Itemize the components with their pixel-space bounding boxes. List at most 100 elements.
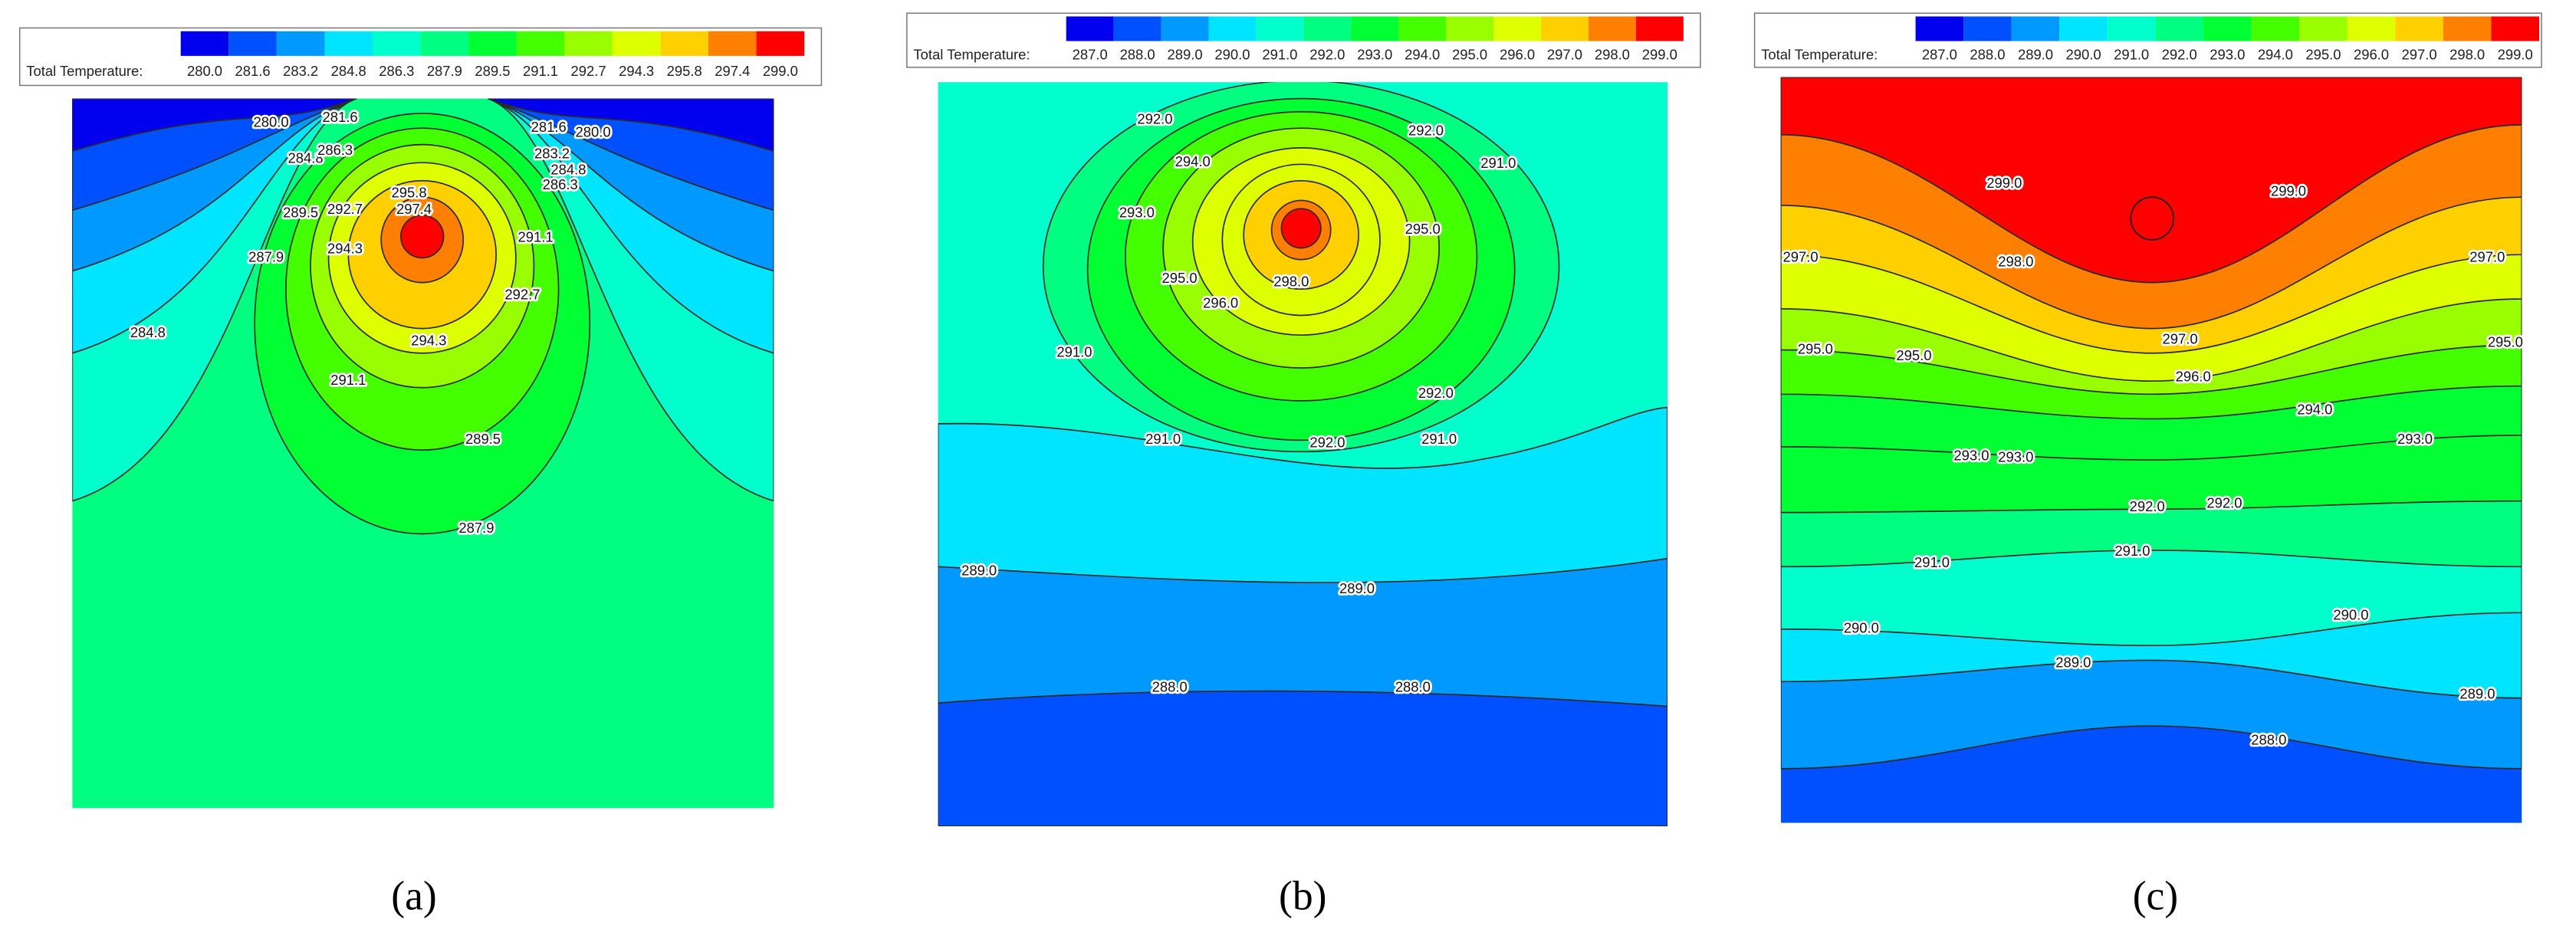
legend-swatch	[660, 31, 708, 56]
legend-swatch	[468, 31, 517, 56]
contour-label: 292.0	[1137, 110, 1172, 126]
contour-label: 295.0	[1896, 347, 1931, 363]
legend-level: 287.0	[1922, 47, 1957, 63]
contour-label: 289.5	[465, 431, 501, 447]
legend-swatch	[1446, 16, 1494, 41]
legend-level: 291.1	[523, 63, 558, 79]
legend-level: 289.0	[1168, 47, 1203, 63]
legend-level: 295.0	[2305, 47, 2341, 63]
contour-label: 292.0	[1418, 385, 1454, 401]
contour-label: 291.1	[518, 229, 554, 245]
contour-plot	[1780, 77, 2522, 823]
contour-label: 295.0	[1798, 340, 1833, 356]
contour-label: 292.7	[504, 287, 540, 303]
legend-level: 295.0	[1452, 47, 1487, 63]
heat-source	[2130, 196, 2174, 241]
contour-label: 291.0	[1421, 431, 1457, 447]
contour-label: 293.0	[2397, 431, 2433, 447]
contour-label: 297.0	[1783, 248, 1819, 264]
contour-label: 287.9	[248, 248, 284, 264]
legend-swatch	[2347, 16, 2396, 41]
legend-swatch	[2443, 16, 2492, 41]
contour-label: 295.0	[2488, 334, 2523, 350]
legend-swatch	[1398, 16, 1447, 41]
legend-level: 299.0	[763, 63, 798, 79]
contour-label: 295.0	[1405, 221, 1441, 237]
legend-level: 284.8	[331, 63, 366, 79]
contour-label: 293.0	[1998, 449, 2033, 465]
legend-title: Total Temperature:	[1761, 47, 1878, 63]
legend-level: 287.0	[1073, 47, 1108, 63]
contour-label: 297.0	[2469, 248, 2505, 264]
legend-level: 288.0	[1970, 47, 2005, 63]
contour-label: 291.0	[1914, 554, 1950, 570]
contour-label: 296.0	[2176, 369, 2211, 385]
contour-label: 292.7	[327, 201, 363, 217]
legend-title: Total Temperature:	[913, 47, 1030, 63]
contour-label: 289.5	[283, 204, 318, 220]
legend-level: 291.0	[1262, 47, 1297, 63]
contour-label: 288.0	[2251, 731, 2286, 747]
legend-swatch	[2251, 16, 2300, 41]
legend-level: 294.0	[1405, 47, 1440, 63]
contour-label: 292.0	[2130, 498, 2165, 514]
legend-level: 294.0	[2258, 47, 2293, 63]
contour-label: 291.0	[2114, 543, 2150, 559]
legend-level: 295.8	[667, 63, 702, 79]
contour-label: 287.9	[458, 520, 494, 536]
legend-swatch	[2155, 16, 2203, 41]
legend-swatch	[228, 31, 277, 56]
legend-level: 297.0	[1547, 47, 1582, 63]
contour-label: 297.4	[396, 201, 432, 217]
contour-label: 290.0	[1844, 620, 1879, 636]
contour-label: 294.0	[2297, 402, 2332, 418]
contour-label: 294.3	[411, 333, 446, 349]
legend-swatch	[1066, 16, 1114, 41]
legend-swatch	[2011, 16, 2060, 41]
contour-label: 281.6	[323, 109, 358, 125]
legend-level: 296.0	[1500, 47, 1535, 63]
legend-swatch	[756, 31, 805, 56]
contour-label: 283.2	[534, 145, 570, 161]
legend-level: 299.0	[1642, 47, 1677, 63]
legend-swatch	[1256, 16, 1304, 41]
contour-label: 293.0	[1953, 448, 1989, 464]
panel-label: (a)	[391, 873, 436, 919]
contour-label: 294.3	[327, 241, 363, 257]
legend-swatch	[1963, 16, 2012, 41]
legend-level: 296.0	[2354, 47, 2389, 63]
contour-label: 298.0	[1998, 254, 2033, 270]
legend-swatch	[1635, 16, 1684, 41]
contour-label: 288.0	[1152, 679, 1188, 695]
contour-label: 288.0	[1395, 679, 1431, 695]
contour-label: 299.0	[1986, 175, 2022, 191]
legend-swatch	[1113, 16, 1162, 41]
legend-swatch	[180, 31, 229, 56]
legend-title: Total Temperature:	[26, 63, 143, 79]
legend-swatch	[1493, 16, 1541, 41]
contour-label: 292.0	[1408, 122, 1444, 138]
region	[1280, 208, 1322, 249]
legend-level: 298.0	[1595, 47, 1630, 63]
legend-level: 298.0	[2450, 47, 2485, 63]
legend-level: 288.0	[1120, 47, 1155, 63]
contour-label: 286.3	[543, 176, 578, 192]
legend-level: 292.7	[571, 63, 606, 79]
contour-label: 295.0	[1162, 270, 1198, 286]
legend-level: 290.0	[1214, 47, 1250, 63]
legend-level: 292.0	[2162, 47, 2197, 63]
panel-label: (c)	[2133, 873, 2178, 919]
legend-level: 286.3	[379, 63, 414, 79]
contour-label: 291.0	[1145, 431, 1181, 447]
contour-label: 289.0	[961, 563, 997, 579]
legend-swatch	[564, 31, 613, 56]
contour-label: 289.0	[2055, 655, 2091, 671]
contour-label: 292.0	[1309, 434, 1345, 450]
legend-swatch	[420, 31, 469, 56]
legend-level: 299.0	[2498, 47, 2533, 63]
legend-level: 297.4	[715, 63, 750, 79]
legend-swatch	[2059, 16, 2108, 41]
legend-swatch	[2107, 16, 2156, 41]
legend-level: 293.0	[2210, 47, 2245, 63]
contour-label: 293.0	[1119, 204, 1155, 220]
